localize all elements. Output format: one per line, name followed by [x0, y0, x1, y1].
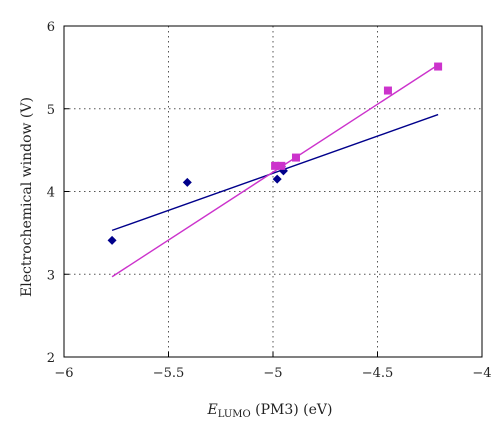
- y-tick-labels: 2 3 4 5 6: [47, 20, 55, 366]
- x-axis-title-main: E: [206, 402, 217, 418]
- square-marker: [291, 153, 300, 162]
- tick-marks: [63, 25, 483, 358]
- x-axis-title: ELUMO (PM3) (eV): [206, 402, 332, 420]
- y-axis-title: Electrochemical window (V): [19, 97, 35, 297]
- x-tick-label: −5: [263, 366, 282, 381]
- trend-line-series-1: [111, 113, 439, 232]
- grid-lines: [64, 26, 482, 357]
- data-points: [107, 62, 443, 245]
- diamond-marker: [272, 174, 282, 184]
- square-marker: [271, 161, 280, 170]
- trend-line-series-2: [111, 64, 439, 278]
- x-tick-labels: −6 −5.5 −5 −4.5 −4: [54, 366, 491, 381]
- square-marker: [277, 161, 286, 170]
- x-axis-title-rest: (PM3) (eV): [251, 402, 333, 418]
- square-marker: [434, 62, 443, 71]
- x-axis-title-subscript: LUMO: [218, 409, 251, 420]
- x-tick-label: −5.5: [153, 366, 185, 381]
- x-tick-label: −4: [472, 366, 491, 381]
- square-marker: [383, 86, 392, 95]
- diamond-marker: [107, 235, 117, 245]
- y-tick-label: 4: [47, 186, 55, 201]
- x-tick-label: −6: [54, 366, 73, 381]
- diamond-marker: [182, 177, 192, 187]
- y-tick-label: 5: [47, 103, 55, 118]
- y-tick-label: 3: [47, 268, 55, 283]
- x-tick-label: −4.5: [362, 366, 394, 381]
- y-tick-label: 2: [47, 351, 55, 366]
- trend-lines: [111, 64, 439, 278]
- y-tick-label: 6: [47, 20, 55, 35]
